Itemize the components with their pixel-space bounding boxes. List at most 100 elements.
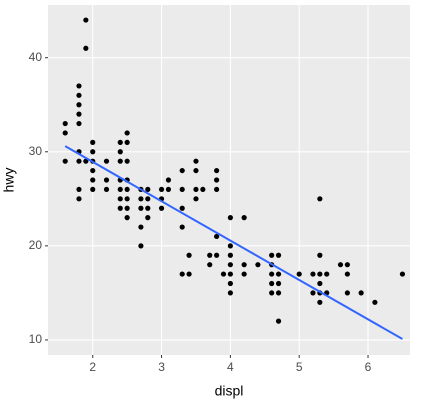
point: [344, 271, 350, 277]
y-tick-label: 40: [29, 50, 43, 64]
point: [165, 177, 172, 183]
x-tick-label: 2: [89, 360, 96, 374]
point: [117, 196, 123, 202]
point: [76, 158, 82, 164]
point: [124, 130, 130, 136]
point: [138, 243, 144, 249]
point: [103, 186, 110, 193]
point: [117, 205, 123, 211]
point: [214, 233, 220, 240]
point: [124, 158, 130, 164]
x-tick-label: 3: [158, 360, 165, 374]
x-tick-label: 5: [296, 360, 303, 374]
point: [90, 186, 96, 193]
x-axis-title: displ: [215, 383, 244, 399]
point: [269, 290, 275, 296]
y-tick-label: 30: [29, 144, 43, 158]
point: [310, 271, 316, 277]
point: [214, 252, 220, 258]
point: [76, 186, 82, 193]
point: [317, 271, 323, 277]
point: [207, 262, 213, 268]
point: [117, 139, 123, 145]
y-tick-label: 10: [29, 332, 43, 346]
point: [227, 271, 233, 277]
point: [76, 102, 82, 108]
point: [358, 290, 364, 296]
point: [227, 252, 233, 258]
point: [124, 186, 130, 193]
point: [317, 252, 323, 258]
point: [124, 196, 130, 202]
point: [76, 92, 82, 98]
point: [241, 271, 247, 277]
point: [399, 271, 406, 277]
point: [158, 186, 165, 193]
point: [193, 186, 199, 193]
point: [241, 215, 247, 221]
point: [76, 196, 82, 202]
point: [117, 158, 123, 164]
point: [165, 186, 172, 193]
point: [138, 205, 144, 211]
point: [241, 262, 247, 268]
point: [317, 196, 323, 202]
point: [145, 186, 151, 193]
point: [227, 243, 233, 249]
point: [179, 167, 185, 174]
point: [103, 158, 110, 164]
point: [255, 262, 261, 268]
point: [90, 167, 96, 174]
point: [269, 280, 275, 287]
point: [117, 186, 123, 193]
point: [117, 149, 123, 155]
point: [145, 205, 151, 211]
point: [214, 167, 220, 174]
point: [76, 83, 82, 89]
point: [62, 120, 68, 127]
point: [83, 17, 89, 23]
point: [138, 224, 144, 230]
point: [324, 271, 330, 277]
x-tick-label: 6: [365, 360, 372, 374]
point: [62, 158, 68, 164]
point: [90, 139, 96, 145]
point: [193, 196, 199, 202]
point: [310, 290, 316, 296]
point: [275, 271, 282, 277]
point: [227, 280, 233, 287]
point: [83, 45, 89, 51]
point: [344, 290, 350, 296]
point: [186, 271, 192, 277]
point: [269, 252, 275, 258]
point: [296, 271, 302, 277]
point: [372, 299, 378, 305]
point: [90, 177, 96, 183]
y-tick-label: 20: [29, 238, 43, 252]
point: [275, 318, 282, 324]
point: [214, 186, 220, 193]
point: [317, 299, 323, 305]
point: [179, 205, 185, 211]
point: [124, 205, 130, 211]
point: [103, 177, 110, 183]
x-tick-label: 4: [227, 360, 234, 374]
point: [214, 177, 220, 183]
point: [83, 158, 89, 164]
point: [124, 215, 130, 221]
point: [124, 139, 130, 145]
point: [179, 224, 185, 230]
point: [337, 262, 344, 268]
point: [76, 120, 82, 127]
point: [220, 271, 227, 277]
point: [193, 158, 199, 164]
y-axis-title: hwy: [1, 168, 17, 193]
trend-line: [64, 145, 403, 340]
point: [90, 149, 96, 155]
point: [138, 196, 144, 202]
point: [200, 186, 206, 193]
point: [179, 271, 185, 277]
point: [62, 130, 68, 136]
point: [76, 111, 82, 117]
